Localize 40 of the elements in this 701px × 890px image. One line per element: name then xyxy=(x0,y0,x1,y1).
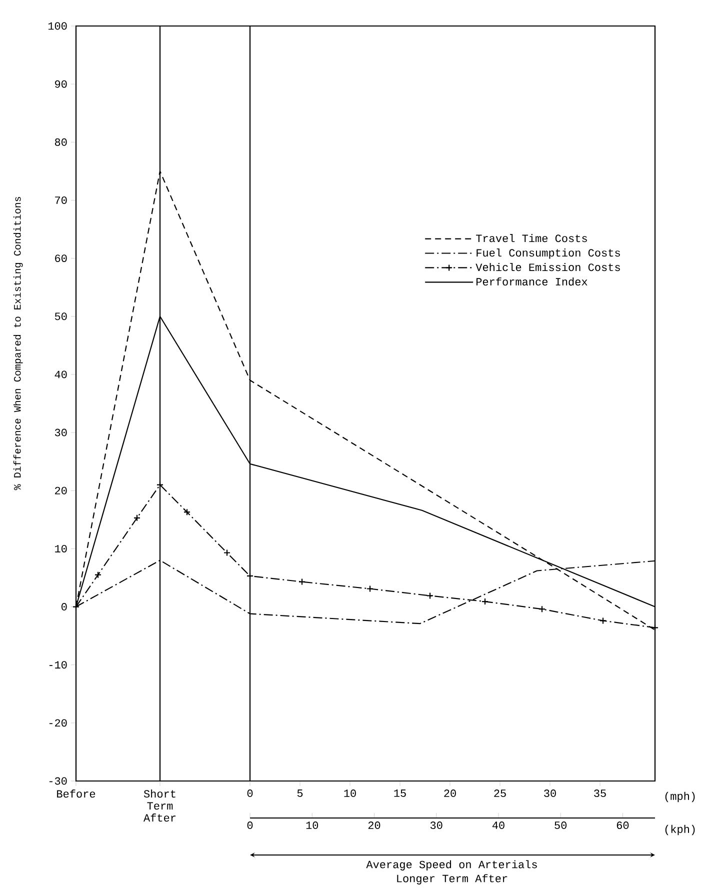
legend-label: Travel Time Costs xyxy=(476,234,587,242)
x-axis-title: (mph) xyxy=(665,792,695,802)
legend-label: Performance Index xyxy=(476,277,588,286)
x-tick-label: Before xyxy=(57,790,96,798)
x-tick-label: 20 xyxy=(444,790,456,797)
legend-label: Fuel Consumption Costs xyxy=(476,248,620,259)
x-tick-label: 0 xyxy=(247,790,253,797)
y-tick-label: 0 xyxy=(62,603,67,610)
x2-tick-label: 0 xyxy=(247,822,253,829)
y-tick-label: -20 xyxy=(49,719,67,727)
y-tick-label: 10 xyxy=(55,544,67,552)
x2-tick-label: 20 xyxy=(368,822,380,829)
x-tick-label: 15 xyxy=(394,790,406,797)
x2-tick-label: 40 xyxy=(492,822,504,829)
text: Longer Term After xyxy=(397,874,508,884)
y-tick-label: -30 xyxy=(49,777,67,785)
y-tick-label: 90 xyxy=(55,80,67,88)
y-tick-label: 100 xyxy=(48,22,67,30)
legend-label: Vehicle Emission Costs xyxy=(476,262,620,272)
x-tick-label: 10 xyxy=(344,790,356,797)
x2-axis-title: (kph) xyxy=(665,824,695,836)
x-tick-label: 25 xyxy=(494,790,506,797)
x-tick-label: 5 xyxy=(297,790,303,797)
x2-tick-label: 10 xyxy=(306,822,318,829)
x-tick-label: 30 xyxy=(544,790,556,797)
y-tick-label: 50 xyxy=(54,312,67,320)
y-tick-label: 40 xyxy=(54,370,67,378)
x2-tick-label: 50 xyxy=(554,822,567,829)
y-tick-label: 60 xyxy=(55,254,67,262)
y-tick-label: 20 xyxy=(55,486,67,494)
y-axis-title: % Difference When Compared to Existing Conditions xyxy=(13,196,23,490)
x2-tick-label: 60 xyxy=(616,822,629,829)
y-tick-label: 80 xyxy=(54,138,67,146)
x2-tick-label: 30 xyxy=(430,822,442,829)
y-tick-label: -10 xyxy=(49,661,67,669)
text: Average Speed on Arterials xyxy=(366,860,537,870)
x-tick-label: Short Term After xyxy=(144,790,176,822)
x-tick-label: 35 xyxy=(594,790,606,797)
y-tick-label: 30 xyxy=(54,428,67,436)
y-tick-label: 70 xyxy=(55,196,67,204)
